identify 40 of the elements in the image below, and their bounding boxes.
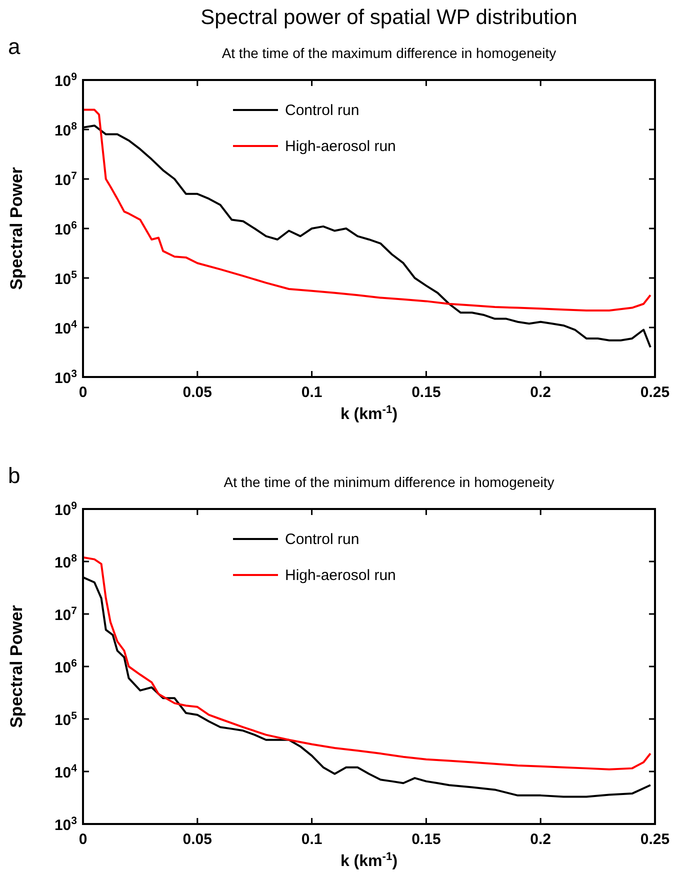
x-tick-label: 0.25: [640, 384, 670, 401]
y-tick-label: 10$^{5}$: [54, 269, 78, 288]
y-tick-label: 10$^{7}$: [54, 170, 78, 189]
text: b: [8, 463, 20, 488]
x-tick-label: 0: [78, 384, 88, 401]
y-tick-label: 10$^{6}$: [54, 220, 78, 238]
y-tick-label: 10$^{4}$: [54, 318, 78, 338]
y-axis-title: Spectral Power: [7, 604, 26, 728]
x-tick-label: 0.25: [640, 831, 670, 848]
x-tick-label: 0: [78, 831, 88, 848]
x-tick-label: 0.15: [412, 831, 441, 848]
x-tick-label: 0.1: [301, 831, 322, 848]
y-tick-label: 10$^{6}$: [54, 658, 78, 676]
x-tick-label: 0.15: [412, 384, 441, 401]
legend-label: Control run: [285, 531, 360, 548]
legend-label: Control run: [285, 102, 360, 119]
y-tick-label: 10$^{8}$: [54, 120, 78, 140]
legend-label: High-aerosol run: [285, 138, 396, 155]
y-tick-label: 10$^{5}$: [54, 710, 78, 729]
x-tick-label: 0.2: [530, 384, 552, 401]
chart-subtitle: At the time of the minimum difference in homogeneity: [224, 474, 554, 490]
y-tick-label: 10$^{3}$: [54, 368, 78, 387]
y-tick-label: 10$^{9}$: [54, 71, 78, 90]
x-axis-title: k (km$^{-1}$): [340, 851, 398, 870]
y-tick-label: 10$^{7}$: [54, 605, 78, 624]
y-axis-title: Spectral Power: [7, 166, 26, 290]
y-tick-label: 10$^{4}$: [54, 762, 78, 782]
chart-title: Spectral power of spatial WP distribution: [200, 6, 578, 29]
line-series: [82, 556, 652, 770]
x-tick-label: 0.2: [530, 831, 552, 848]
x-axis-title: k (km$^{-1}$): [340, 404, 398, 423]
text: a: [8, 34, 21, 59]
x-tick-label: 0.05: [182, 384, 212, 401]
x-tick-label: 0.05: [182, 831, 212, 848]
legend-label: High-aerosol run: [285, 567, 396, 584]
y-tick-label: 10$^{3}$: [54, 815, 78, 834]
y-tick-label: 10$^{9}$: [54, 500, 78, 519]
chart-subtitle: At the time of the maximum difference in homogeneity: [222, 45, 556, 61]
x-tick-label: 0.1: [301, 384, 322, 401]
y-tick-label: 10$^{8}$: [54, 552, 78, 572]
